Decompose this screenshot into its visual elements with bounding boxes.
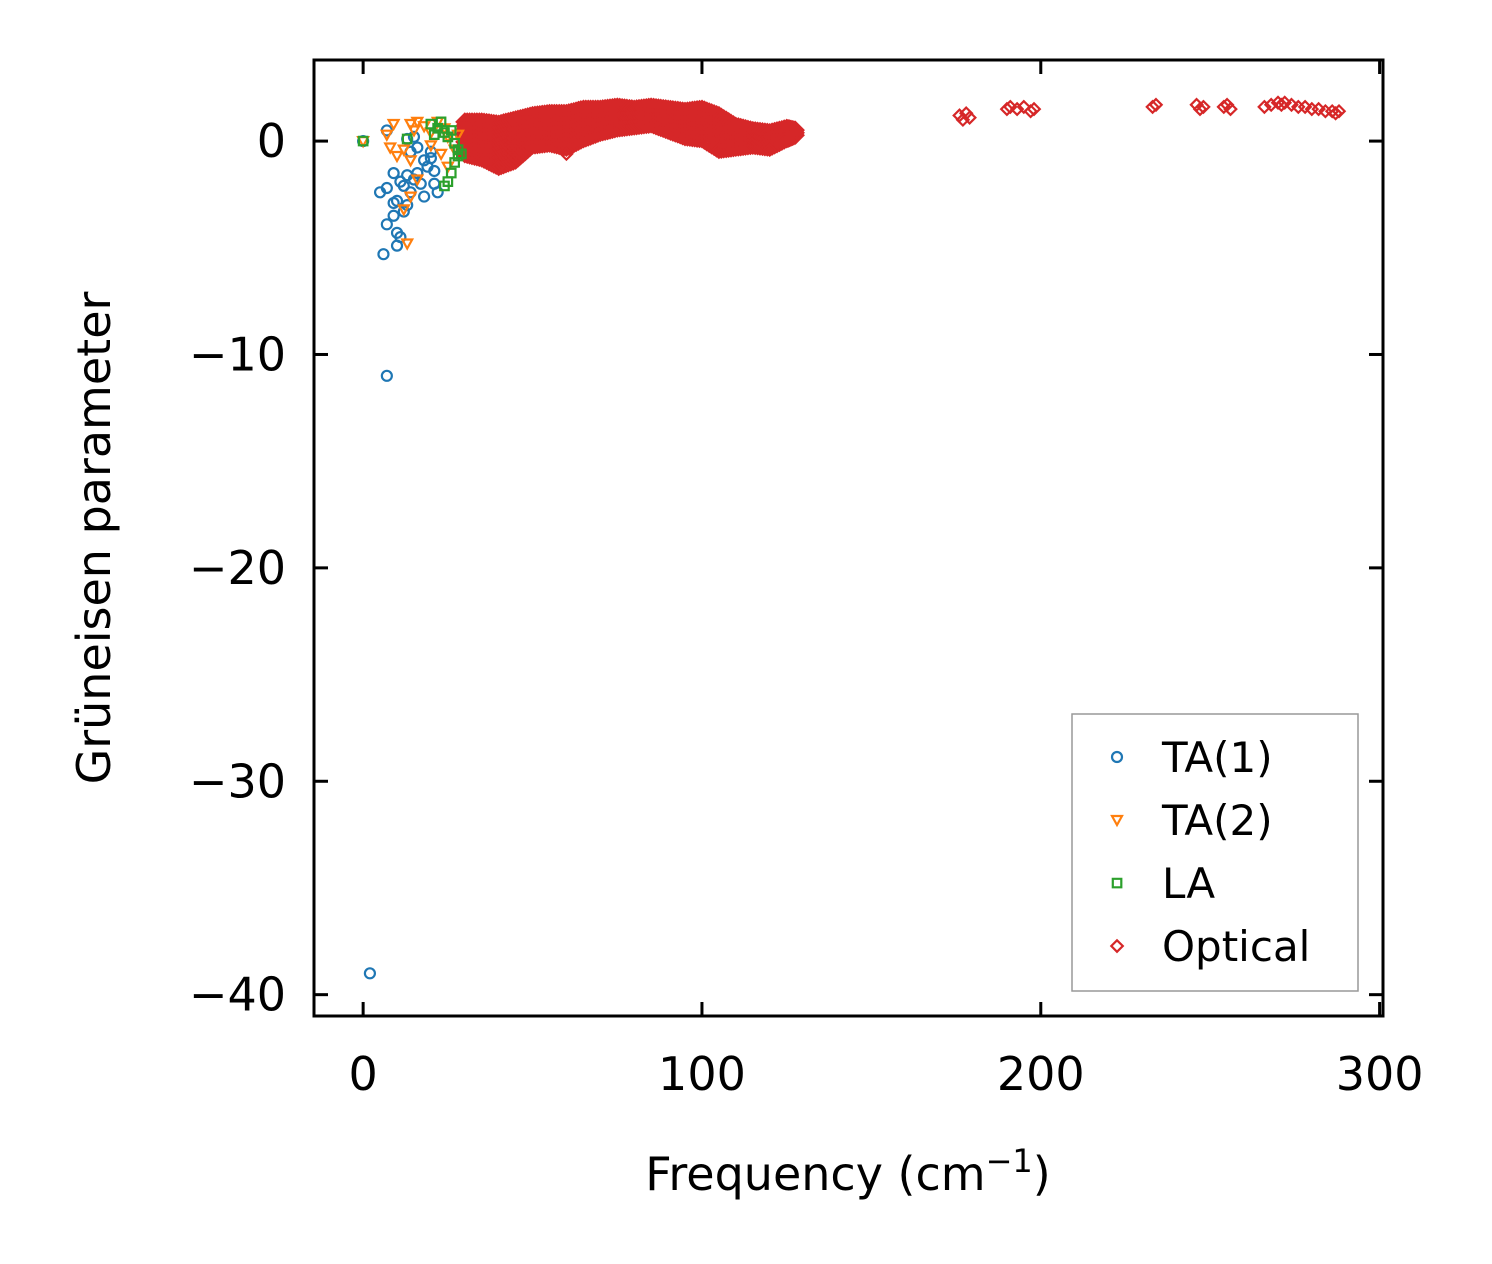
point-ta-1 (394, 231, 407, 244)
point-ta-2 (434, 148, 448, 162)
plot-frame (312, 58, 1385, 1018)
point-ta-1 (431, 186, 444, 199)
point-ta-2 (386, 118, 401, 132)
point-ta-2 (410, 174, 425, 187)
point-la (357, 135, 369, 147)
legend-label-ta-1: TA(1) (1161, 733, 1273, 782)
legend-label-ta-2: TA(2) (1161, 796, 1273, 845)
point-optical (1257, 99, 1272, 115)
data-marks (356, 95, 1347, 980)
point-optical (1009, 101, 1025, 117)
point-optical (1196, 99, 1211, 115)
point-la (445, 125, 457, 136)
point-ta-1 (380, 181, 393, 195)
point-la (449, 137, 460, 149)
point-optical (711, 142, 727, 157)
point-optical (962, 110, 977, 125)
point-optical (1223, 101, 1238, 117)
point-ta-2 (396, 144, 411, 157)
x-tick-label: 200 (997, 1047, 1085, 1101)
point-ta-1 (418, 190, 431, 203)
point-optical (762, 142, 778, 157)
point-ta-2 (390, 150, 404, 164)
legend: TA(1) TA(2) LA Optical (1071, 713, 1359, 992)
point-optical-band (785, 120, 805, 140)
legend-label-la: LA (1162, 859, 1215, 908)
y-tick-label: −10 (189, 327, 286, 381)
point-optical-band (785, 123, 805, 143)
point-ta-2 (396, 204, 411, 217)
point-ta-1 (363, 967, 377, 980)
point-optical (491, 159, 506, 174)
point-la (401, 133, 413, 145)
point-optical (1026, 101, 1042, 117)
point-ta-1 (411, 141, 424, 154)
point-la (449, 157, 460, 168)
point-la (439, 127, 450, 138)
x-tick-label: 0 (348, 1047, 377, 1101)
point-optical (1148, 97, 1164, 113)
y-tick-label: 0 (257, 114, 286, 168)
point-ta-1 (407, 130, 421, 143)
point-optical (1016, 99, 1032, 115)
point-optical (1145, 99, 1160, 115)
point-la (456, 148, 467, 160)
point-optical (1274, 97, 1289, 113)
point-optical (1328, 106, 1343, 121)
point-optical (559, 146, 574, 162)
point-la (452, 150, 464, 162)
point-la (442, 131, 454, 143)
point-ta-1 (387, 209, 400, 222)
point-ta-1 (411, 166, 424, 180)
point-optical (1331, 103, 1347, 119)
point-optical (1192, 101, 1208, 117)
legend-marker-la (1111, 877, 1123, 889)
point-optical (1263, 97, 1279, 113)
point-ta-1 (424, 152, 437, 165)
point-ta-2 (424, 140, 438, 153)
y-tick-label: −20 (189, 541, 286, 595)
x-tick-label: 300 (1336, 1047, 1424, 1101)
point-ta-1 (380, 369, 393, 382)
point-optical (1023, 103, 1038, 119)
point-ta-2 (403, 118, 418, 132)
point-ta-2 (407, 125, 421, 138)
y-axis-label: Grüneisen parameter (67, 291, 121, 784)
point-ta-2 (383, 142, 398, 155)
y-tick-label: −30 (189, 754, 286, 808)
point-ta-2 (379, 129, 394, 142)
point-ta-1 (418, 154, 431, 167)
point-ta-2 (403, 155, 418, 168)
point-ta-1 (390, 194, 404, 207)
y-tick-label: −40 (189, 968, 286, 1022)
legend-label-optical: Optical (1162, 922, 1310, 971)
x-axis-label-superscript: −1 (986, 1142, 1033, 1180)
point-la (435, 116, 447, 128)
point-la (439, 180, 450, 192)
x-tick-label: 100 (658, 1047, 746, 1101)
x-axis-label: Frequency (cm−1) (645, 1142, 1050, 1201)
point-la (445, 167, 457, 179)
legend-marker-ta-1 (1110, 750, 1124, 764)
point-ta-1 (387, 166, 400, 180)
point-la (425, 118, 437, 130)
point-ta-1 (428, 164, 441, 178)
point-ta-2 (403, 191, 418, 204)
point-ta-1 (377, 248, 390, 261)
legend-marker-optical (1109, 938, 1125, 954)
axis-ticks: 0 100 200 300 0 −10 −20 −30 −40 (189, 60, 1424, 1101)
point-optical (999, 101, 1015, 117)
legend-marker-ta-2 (1110, 814, 1124, 828)
point-ta-2 (400, 238, 415, 251)
point-la (428, 129, 440, 140)
point-ta-1 (380, 218, 393, 231)
point-ta-1 (397, 179, 410, 193)
